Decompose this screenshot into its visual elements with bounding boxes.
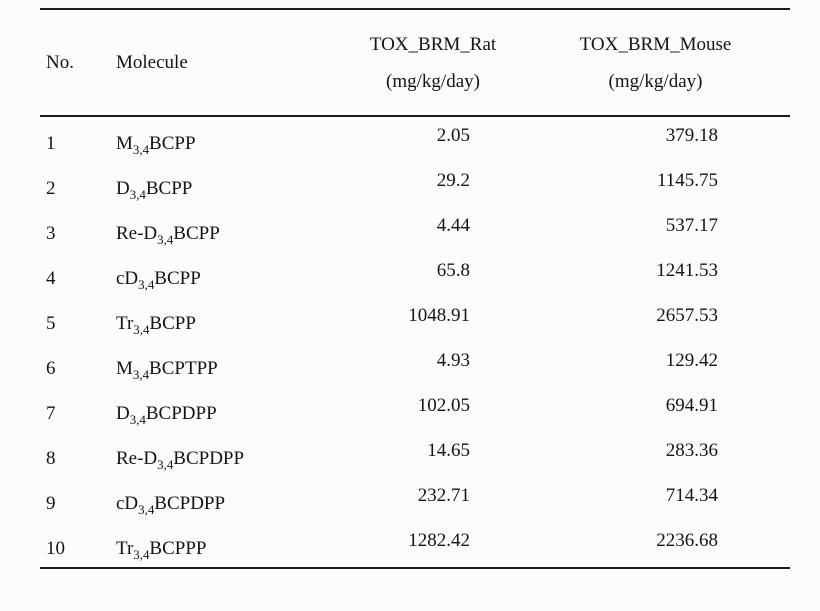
cell-molecule: Tr3,4BCPPP bbox=[110, 522, 345, 561]
cell-molecule: cD3,4BCPP bbox=[110, 252, 345, 291]
cell-rat-value: 232.71 bbox=[417, 485, 470, 506]
molecule-subscript: 3,4 bbox=[132, 141, 150, 157]
cell-no: 9 bbox=[46, 493, 56, 514]
cell-mouse-value: 379.18 bbox=[665, 125, 718, 146]
header-mouse-line1: TOX_BRM_Mouse bbox=[579, 33, 732, 55]
molecule-prefix: Re-D bbox=[116, 448, 158, 469]
cell-rat-value: 4.44 bbox=[436, 215, 470, 236]
table-row: 7 D3,4BCPDPP 102.05 694.91 bbox=[40, 387, 790, 432]
cell-molecule: cD3,4BCPDPP bbox=[110, 477, 345, 516]
molecule-suffix: BCPPP bbox=[149, 538, 207, 559]
cell-no: 5 bbox=[46, 313, 56, 334]
header-no: No. bbox=[46, 51, 74, 73]
molecule-subscript: 3,4 bbox=[157, 231, 174, 247]
table-row: 9 cD3,4BCPDPP 232.71 714.34 bbox=[40, 477, 790, 522]
table-top-rule bbox=[40, 8, 790, 10]
table-header-row: No. Molecule TOX_BRM_Rat (mg/kg/day) TOX… bbox=[40, 10, 790, 115]
table-row: 3 Re-D3,4BCPP 4.44 537.17 bbox=[40, 207, 790, 252]
molecule-suffix: BCPDPP bbox=[154, 493, 226, 514]
toxicity-table: No. Molecule TOX_BRM_Rat (mg/kg/day) TOX… bbox=[40, 8, 790, 569]
molecule-prefix: Tr bbox=[116, 538, 134, 559]
molecule-prefix: M bbox=[116, 133, 133, 154]
cell-mouse-value: 2236.68 bbox=[656, 530, 718, 551]
cell-no: 4 bbox=[46, 268, 56, 289]
table-row: 4 cD3,4BCPP 65.8 1241.53 bbox=[40, 252, 790, 297]
molecule-subscript: 3,4 bbox=[157, 456, 174, 472]
molecule-subscript: 3,4 bbox=[138, 276, 155, 292]
molecule-suffix: BCPP bbox=[149, 133, 196, 154]
table-row: 8 Re-D3,4BCPDPP 14.65 283.36 bbox=[40, 432, 790, 477]
table-row: 5 Tr3,4BCPP 1048.91 2657.53 bbox=[40, 297, 790, 342]
cell-rat-value: 29.2 bbox=[436, 170, 470, 191]
cell-molecule: Re-D3,4BCPP bbox=[110, 207, 345, 246]
cell-molecule: M3,4BCPP bbox=[110, 117, 345, 156]
header-mouse-line2: (mg/kg/day) bbox=[608, 70, 703, 92]
cell-rat-value: 2.05 bbox=[436, 125, 470, 146]
cell-molecule: Tr3,4BCPP bbox=[110, 297, 345, 336]
molecule-prefix: D bbox=[116, 178, 130, 199]
cell-no: 10 bbox=[46, 538, 65, 559]
cell-no: 6 bbox=[46, 358, 56, 379]
header-tox-brm-rat: TOX_BRM_Rat (mg/kg/day) bbox=[345, 35, 545, 91]
cell-rat-value: 102.05 bbox=[417, 395, 470, 416]
cell-rat-value: 14.65 bbox=[427, 440, 470, 461]
cell-molecule: D3,4BCPP bbox=[110, 162, 345, 201]
cell-no: 3 bbox=[46, 223, 56, 244]
cell-rat-value: 1048.91 bbox=[408, 305, 470, 326]
cell-rat-value: 1282.42 bbox=[408, 530, 470, 551]
cell-no: 7 bbox=[46, 403, 56, 424]
header-rat-line1: TOX_BRM_Rat bbox=[369, 33, 497, 55]
molecule-prefix: cD bbox=[116, 493, 139, 514]
cell-molecule: D3,4BCPDPP bbox=[110, 387, 345, 426]
cell-molecule: Re-D3,4BCPDPP bbox=[110, 432, 345, 471]
cell-mouse-value: 694.91 bbox=[665, 395, 718, 416]
molecule-subscript: 3,4 bbox=[129, 411, 146, 427]
molecule-prefix: Tr bbox=[116, 313, 134, 334]
cell-molecule: M3,4BCPTPP bbox=[110, 342, 345, 381]
header-tox-brm-mouse: TOX_BRM_Mouse (mg/kg/day) bbox=[545, 35, 790, 91]
molecule-subscript: 3,4 bbox=[129, 186, 146, 202]
molecule-suffix: BCPP bbox=[173, 223, 220, 244]
cell-mouse-value: 2657.53 bbox=[656, 305, 718, 326]
cell-mouse-value: 1145.75 bbox=[656, 170, 718, 191]
molecule-suffix: BCPTPP bbox=[149, 358, 218, 379]
molecule-prefix: cD bbox=[116, 268, 139, 289]
cell-mouse-value: 1241.53 bbox=[656, 260, 718, 281]
table-body: 1 M3,4BCPP 2.05 379.18 2 D3,4BCPP 29.2 1… bbox=[40, 117, 790, 567]
table-bottom-rule bbox=[40, 567, 790, 569]
cell-rat-value: 65.8 bbox=[436, 260, 470, 281]
molecule-suffix: BCPDPP bbox=[173, 448, 245, 469]
molecule-subscript: 3,4 bbox=[138, 501, 155, 517]
molecule-suffix: BCPDPP bbox=[145, 403, 217, 424]
molecule-prefix: Re-D bbox=[116, 223, 158, 244]
cell-rat-value: 4.93 bbox=[436, 350, 470, 371]
molecule-suffix: BCPP bbox=[149, 313, 196, 334]
table-row: 1 M3,4BCPP 2.05 379.18 bbox=[40, 117, 790, 162]
molecule-subscript: 3,4 bbox=[132, 366, 150, 382]
table-row: 2 D3,4BCPP 29.2 1145.75 bbox=[40, 162, 790, 207]
header-molecule: Molecule bbox=[116, 51, 188, 73]
header-rat-line2: (mg/kg/day) bbox=[386, 70, 480, 92]
molecule-subscript: 3,4 bbox=[133, 321, 150, 337]
cell-no: 8 bbox=[46, 448, 56, 469]
molecule-subscript: 3,4 bbox=[133, 546, 150, 562]
cell-no: 1 bbox=[46, 133, 56, 154]
table-row: 6 M3,4BCPTPP 4.93 129.42 bbox=[40, 342, 790, 387]
table-row: 10 Tr3,4BCPPP 1282.42 2236.68 bbox=[40, 522, 790, 567]
cell-mouse-value: 537.17 bbox=[665, 215, 718, 236]
molecule-prefix: D bbox=[116, 403, 130, 424]
cell-no: 2 bbox=[46, 178, 56, 199]
table-header-rule bbox=[40, 115, 790, 117]
molecule-suffix: BCPP bbox=[145, 178, 193, 199]
cell-mouse-value: 283.36 bbox=[665, 440, 718, 461]
molecule-suffix: BCPP bbox=[154, 268, 201, 289]
cell-mouse-value: 129.42 bbox=[665, 350, 718, 371]
cell-mouse-value: 714.34 bbox=[665, 485, 718, 506]
molecule-prefix: M bbox=[116, 358, 133, 379]
